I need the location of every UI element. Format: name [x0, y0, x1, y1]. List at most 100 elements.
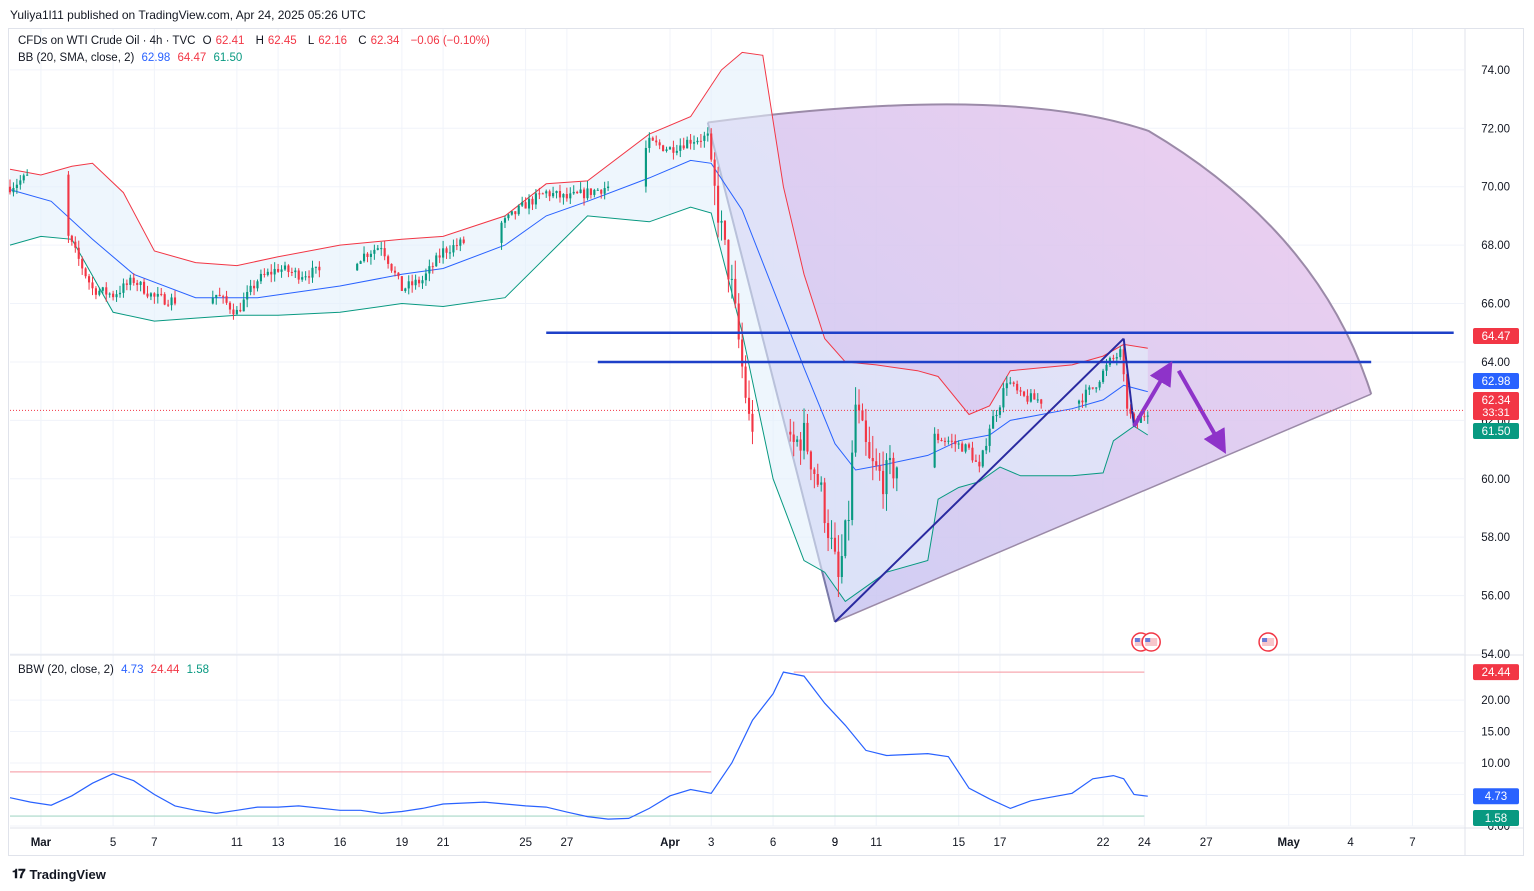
axis-badge-bb-lower: 61.50 — [1473, 423, 1519, 439]
candle-up — [730, 278, 733, 280]
legend-h-value: 62.45 — [267, 35, 297, 47]
candle-up — [840, 556, 843, 578]
candle-up — [895, 467, 898, 479]
candle-up — [981, 450, 984, 467]
fibonacci-fan-lower-edge — [834, 393, 1372, 623]
candle-down — [662, 145, 665, 151]
candle-down — [455, 245, 458, 247]
candle-up — [1146, 415, 1149, 417]
candle-up — [644, 147, 647, 187]
bbw-badge-current-label: 4.73 — [1485, 791, 1507, 803]
bbw-badge-min: 1.58 — [1473, 810, 1519, 827]
time-axis-tick-label: 27 — [560, 837, 573, 849]
candle-down — [792, 434, 795, 442]
candle-down — [411, 281, 414, 286]
candle-up — [648, 137, 651, 148]
candle-up — [129, 277, 132, 285]
fibonacci-fan-arc — [707, 103, 1373, 395]
candle-down — [672, 147, 675, 153]
candle-down — [277, 268, 280, 272]
candle-down — [70, 235, 73, 242]
candle-up — [256, 281, 259, 289]
candle-up — [1098, 381, 1101, 388]
legend-l-value: 62.16 — [318, 35, 348, 47]
bollinger-band-fill — [10, 52, 1148, 602]
candle-up — [301, 277, 304, 280]
tradingview-logo-icon: 𝟏𝟕 — [12, 866, 26, 881]
candle-down — [940, 440, 943, 442]
legend-symbol: CFDs on WTI Crude Oil · 4h · TVC — [18, 35, 196, 47]
time-axis-tick-label: 6 — [770, 837, 776, 849]
candle-up — [139, 281, 142, 285]
candle-up — [170, 297, 173, 306]
candle-up — [933, 433, 936, 468]
candle-up — [607, 186, 610, 189]
candle-down — [538, 193, 541, 195]
legend-c-value: 62.34 — [370, 35, 400, 47]
event-icon-flag — [1134, 638, 1147, 646]
candle-down — [105, 287, 108, 295]
candle-up — [720, 220, 723, 223]
candle-up — [459, 239, 462, 246]
candle-up — [376, 248, 379, 250]
price-axis-tick-label: 54.00 — [1481, 649, 1510, 661]
candle-down — [383, 248, 386, 257]
time-axis-tick-label: 5 — [110, 837, 116, 849]
candle-up — [527, 198, 531, 209]
candle-up — [404, 288, 407, 291]
candle-up — [964, 444, 967, 452]
candle-up — [500, 222, 503, 243]
candle-down — [713, 159, 716, 186]
candle-up — [579, 189, 582, 194]
candle-up — [1077, 400, 1081, 404]
axis-badge-last-price-countdown: 33:31 — [1482, 407, 1510, 419]
candle-up — [998, 407, 1002, 415]
chart-frame — [8, 28, 1524, 856]
time-axis-tick-label: 15 — [952, 837, 965, 849]
bbw-value-2: 24.44 — [150, 664, 180, 676]
candle-up — [211, 297, 214, 304]
axis-badge-last-price-bg — [1473, 392, 1519, 420]
candle-up — [362, 253, 366, 262]
bbw-badge-min-label: 1.58 — [1485, 813, 1507, 825]
candle-down — [747, 397, 751, 414]
price-axis-tick-label: 68.00 — [1481, 240, 1510, 252]
legend-l-label: L — [307, 35, 315, 47]
candle-down — [861, 410, 864, 421]
candle-down — [77, 247, 80, 259]
candle-down — [827, 523, 830, 539]
tradingview-logo[interactable]: 𝟏𝟕 TradingView — [12, 866, 106, 882]
projection-arrow — [1176, 369, 1226, 454]
candle-down — [576, 191, 579, 194]
candle-up — [115, 294, 118, 298]
candle-down — [8, 186, 12, 193]
candle-up — [1009, 382, 1012, 384]
candle-down — [438, 255, 441, 258]
candle-up — [435, 255, 438, 267]
candle-down — [222, 296, 225, 298]
axis-badge-bb-basis-label: 62.98 — [1482, 376, 1511, 388]
candle-down — [1026, 395, 1029, 402]
candle-down — [163, 294, 166, 305]
candle-up — [215, 294, 218, 298]
candles — [8, 127, 1149, 598]
candle-up — [448, 252, 452, 254]
candle-down — [167, 304, 170, 306]
candle-up — [517, 205, 520, 215]
candle-up — [1084, 389, 1087, 403]
candle-down — [950, 440, 953, 442]
candle-down — [751, 413, 754, 432]
bbw-axis-tick-label: 20.00 — [1481, 695, 1510, 707]
candle-up — [156, 293, 159, 297]
candle-down — [978, 461, 981, 467]
candle-up — [796, 439, 799, 442]
candle-up — [259, 273, 262, 282]
published-header: Yuliya1l11 published on TradingView.com,… — [10, 8, 366, 22]
candle-down — [239, 309, 242, 312]
candle-down — [864, 420, 867, 443]
candle-down — [878, 465, 881, 471]
bbw-badge-current-bg — [1473, 788, 1519, 805]
candle-up — [988, 428, 991, 446]
candle-up — [686, 139, 689, 149]
